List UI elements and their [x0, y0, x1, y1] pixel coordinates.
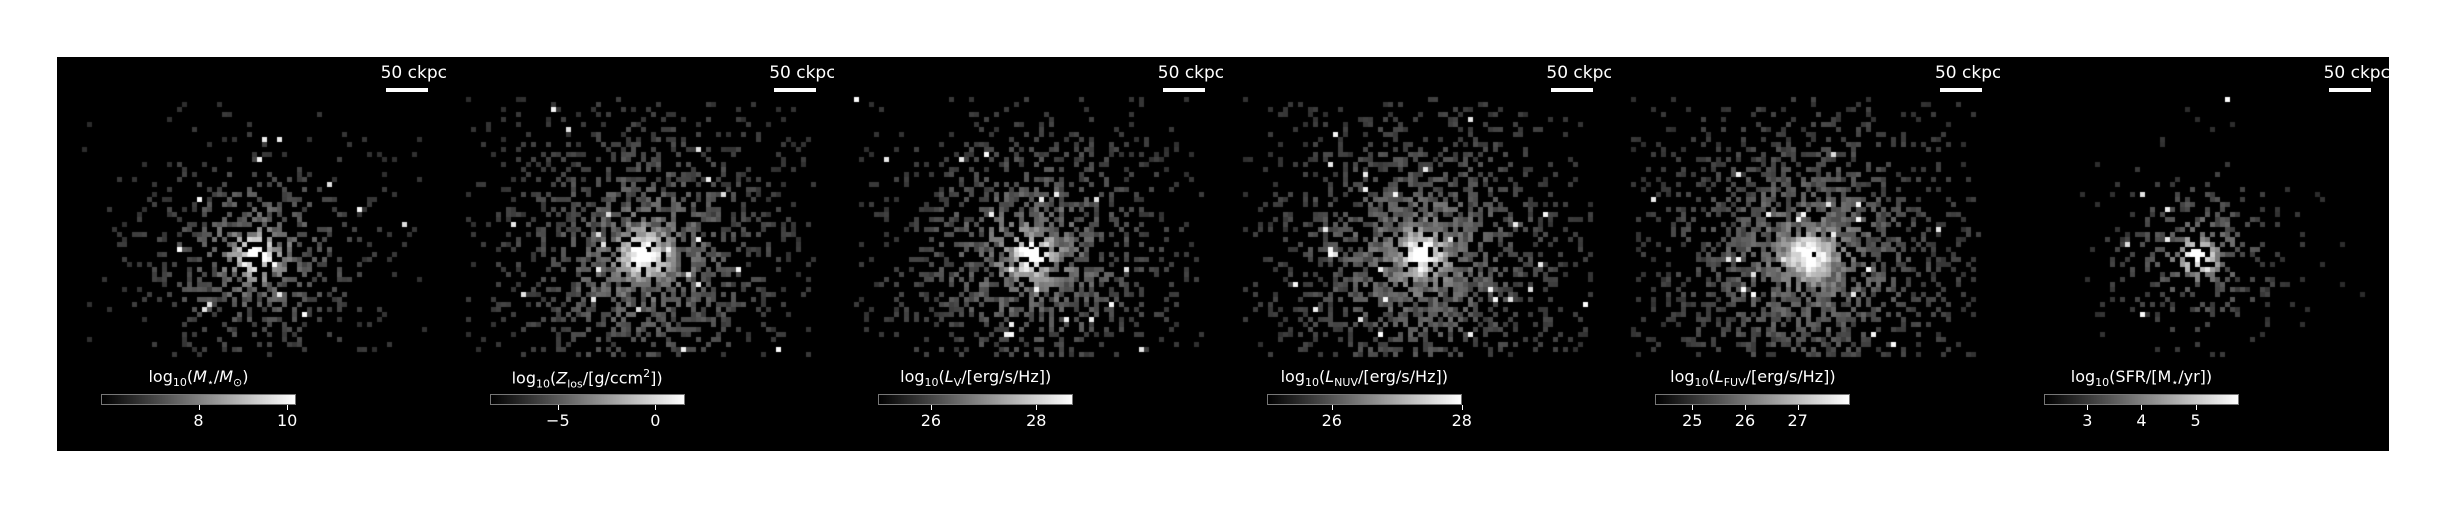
colorbar-tick-label: 10 — [276, 411, 298, 430]
colorbar-tick — [1331, 405, 1333, 410]
colorbar — [2043, 394, 2239, 405]
colorbar-tick — [287, 405, 289, 410]
colorbar-label: log10(Zlos/[g/ccm2]) — [511, 367, 663, 391]
colorbar-tick-label: 28 — [1451, 411, 1472, 430]
scale-bar-label: 50 ckpc — [1934, 63, 2000, 83]
stellar-mass-map — [57, 57, 446, 451]
colorbar-tick-label: −5 — [546, 411, 570, 430]
scale-bar-label: 50 ckpc — [1546, 63, 1612, 83]
scale-bar — [1162, 88, 1205, 92]
scale-bar — [1939, 88, 1982, 92]
colorbar-tick-label: 26 — [1734, 411, 1756, 430]
colorbar-tick — [1692, 405, 1694, 410]
colorbar-tick — [1744, 405, 1746, 410]
panel-luminosity-nuv: 50 ckpc log10(LNUV/[erg/s/Hz]) 26 28 — [1222, 57, 1612, 451]
colorbar-tick-label: 28 — [1026, 411, 1047, 430]
colorbar-tick — [2195, 405, 2197, 410]
colorbar-tick-label: 4 — [2136, 411, 2147, 430]
colorbar-tick — [930, 405, 932, 410]
colorbar-tick-label: 26 — [920, 411, 942, 430]
scale-bar-label: 50 ckpc — [1157, 63, 1223, 83]
colorbar-label: log10(M⋆/M⊙) — [148, 367, 249, 390]
scale-bar — [2328, 88, 2371, 92]
scale-bar — [1551, 88, 1594, 92]
metal-column-density-map — [445, 57, 835, 451]
colorbar-tick — [2141, 405, 2143, 410]
colorbar-tick — [1461, 405, 1463, 410]
colorbar — [101, 394, 296, 405]
colorbar-tick-label: 0 — [650, 411, 661, 430]
colorbar — [1266, 394, 1462, 405]
colorbar-tick-label: 5 — [2190, 411, 2201, 430]
luminosity-nuv-map — [1222, 57, 1612, 451]
colorbar-tick-label: 27 — [1787, 411, 1808, 430]
colorbar-tick — [198, 405, 200, 410]
colorbar-tick — [557, 405, 559, 410]
colorbar-tick — [655, 405, 657, 410]
colorbar-label: log10(SFR/[M⋆/yr]) — [2070, 367, 2213, 390]
scale-bar-label: 50 ckpc — [769, 63, 835, 83]
colorbar — [878, 394, 1074, 405]
colorbar-tick-label: 25 — [1682, 411, 1703, 430]
panel-metal-column-density: 50 ckpc log10(Zlos/[g/ccm2]) −5 0 — [445, 57, 835, 451]
panel-luminosity-fuv: 50 ckpc log10(LFUV/[erg/s/Hz]) 25 26 27 — [1611, 57, 2000, 451]
colorbar-label: log10(LNUV/[erg/s/Hz]) — [1280, 367, 1448, 390]
colorbar — [1655, 394, 1851, 405]
colorbar-tick — [2087, 405, 2089, 410]
colorbar-tick — [1036, 405, 1038, 410]
luminosity-v-map — [834, 57, 1223, 451]
scale-bar-label: 50 ckpc — [2323, 63, 2389, 83]
colorbar-tick-label: 3 — [2082, 411, 2093, 430]
panel-sfr: 50 ckpc log10(SFR/[M⋆/yr]) 3 4 5 — [1999, 57, 2389, 451]
colorbar-tick-label: 8 — [193, 411, 204, 430]
colorbar-label: log10(LV/[erg/s/Hz]) — [900, 367, 1052, 390]
scale-bar — [774, 88, 817, 92]
colorbar-label: log10(LFUV/[erg/s/Hz]) — [1670, 367, 1836, 390]
panel-luminosity-v: 50 ckpc log10(LV/[erg/s/Hz]) 26 28 — [834, 57, 1223, 451]
scale-bar-label: 50 ckpc — [380, 63, 446, 83]
colorbar — [489, 394, 685, 405]
panel-stellar-mass: 50 ckpc log10(M⋆/M⊙) 8 10 — [57, 57, 446, 451]
colorbar-tick — [1797, 405, 1799, 410]
colorbar-tick-label: 26 — [1321, 411, 1342, 430]
image-strip: 50 ckpc log10(M⋆/M⊙) 8 10 50 ckpc log10(Z… — [57, 57, 2389, 451]
luminosity-fuv-map — [1611, 57, 2000, 451]
sfr-map — [1999, 57, 2389, 451]
scale-bar — [385, 88, 428, 92]
